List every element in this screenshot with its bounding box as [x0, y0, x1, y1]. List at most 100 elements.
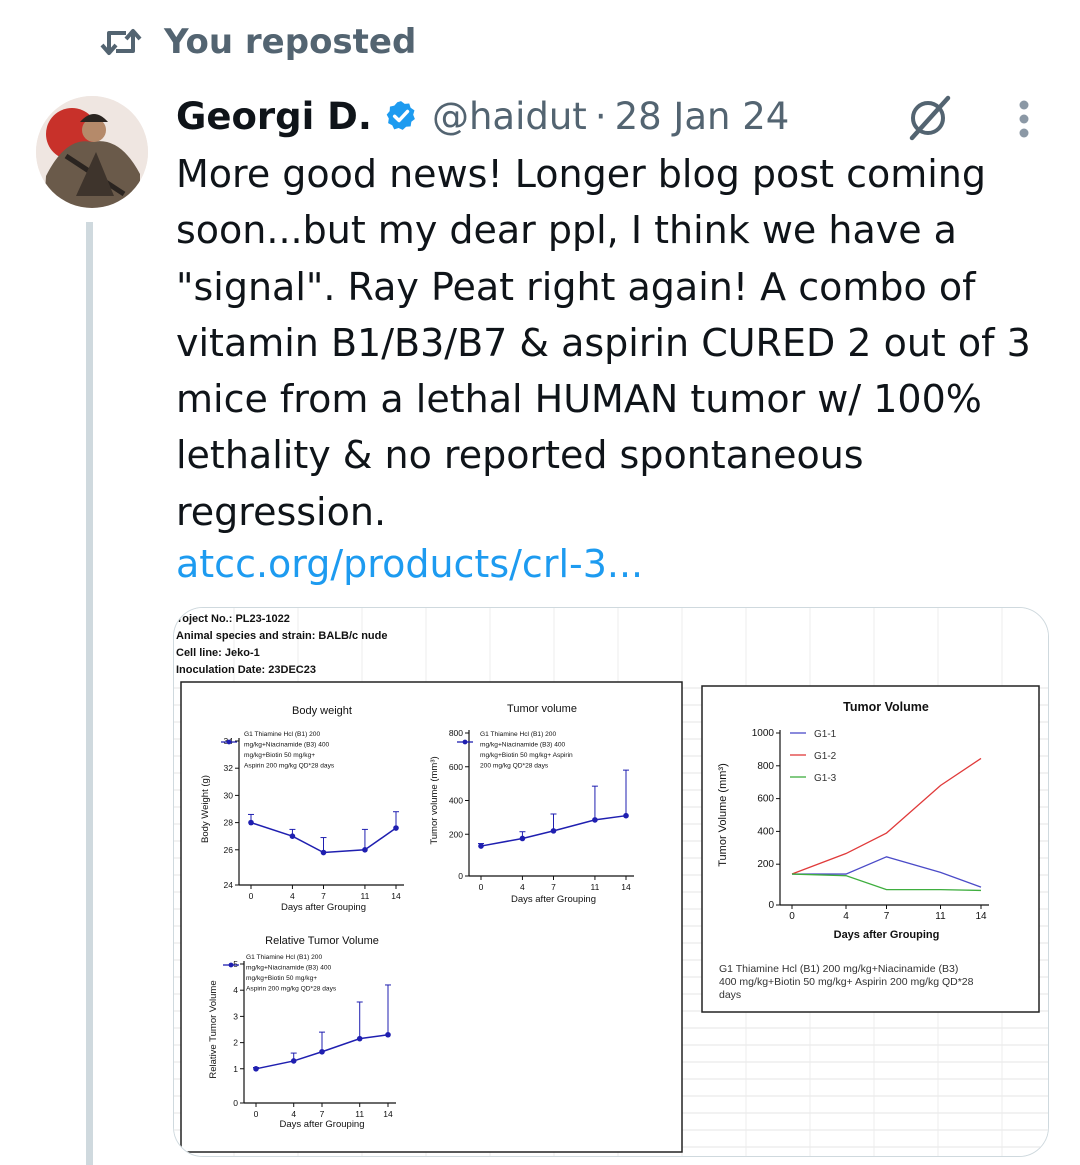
y-tick-label: 800	[449, 728, 463, 738]
avatar[interactable]	[36, 96, 148, 208]
data-point	[319, 1048, 325, 1055]
y-tick-label: 1	[233, 1064, 238, 1074]
data-point	[592, 817, 598, 823]
data-point	[362, 847, 368, 853]
x-tick-label: 14	[621, 882, 631, 892]
y-tick-label: 2	[233, 1038, 238, 1048]
y-tick-label: 32	[224, 763, 234, 773]
tweet-media-image[interactable]: roject No.: PL23-1022 Animal species and…	[173, 607, 1049, 1157]
y-tick-label: 800	[757, 761, 774, 772]
y-tick-label: 24	[224, 880, 234, 890]
author-handle[interactable]: @haidut	[431, 94, 587, 138]
y-tick-label: 0	[458, 871, 463, 881]
legend-marker-dot	[462, 739, 468, 745]
y-axis-label: Tumor volume (mm³)	[429, 756, 440, 844]
chart-1: Tumor volume 0 200 400 600 800 0 4 7 11 14 Days aft…	[429, 703, 634, 905]
legend-text-line: Aspirin 200 mg/kg QD*28 days	[244, 763, 335, 770]
caption-line: 400 mg/kg+Biotin 50 mg/kg+ Aspirin 200 m…	[719, 976, 974, 988]
right-chart-panel	[701, 685, 1040, 1013]
x-tick-label: 4	[843, 911, 849, 922]
x-tick-label: 11	[935, 911, 946, 922]
repost-label: You reposted	[164, 22, 417, 62]
data-point	[623, 812, 629, 819]
data-point	[248, 819, 254, 826]
header-line-project: roject No.: PL23-1022	[178, 613, 290, 625]
series-line	[791, 873, 982, 892]
data-point	[393, 825, 399, 831]
legend-text-line: G1 Thiamine Hcl (B1) 200	[246, 954, 322, 961]
caption-line: G1 Thiamine Hcl (B1) 200 mg/kg+Niacinami…	[719, 963, 958, 975]
x-tick-label: 14	[975, 911, 987, 922]
x-tick-label: 11	[361, 891, 370, 901]
legend-marker-dot	[226, 739, 232, 745]
chart-0: Body weight2426283032340471114Days after…	[200, 705, 404, 913]
legend-text-line: Aspirin 200 mg/kg QD*28 days	[246, 986, 337, 993]
y-tick-label: 600	[757, 794, 774, 805]
x-axis-label: Days after Grouping	[281, 902, 366, 913]
legend-label: G1-2	[814, 751, 837, 762]
legend-text-line: G1 Thiamine Hcl (B1) 200	[244, 731, 320, 738]
author-name[interactable]: Georgi D.	[176, 94, 372, 138]
tweet-link[interactable]: atcc.org/products/crl-3...	[176, 542, 644, 586]
legend-text-line: mg/kg+Biotin 50 mg/kg+	[246, 975, 317, 982]
legend-text-line: mg/kg+Niacinamide (B3) 400	[480, 742, 566, 749]
data-point	[519, 835, 526, 842]
header-line-species: Animal species and strain: BALB/c nude	[176, 630, 388, 642]
data-point	[253, 1066, 259, 1072]
series-line	[792, 856, 982, 888]
y-axis-label: Body Weight (g)	[200, 775, 211, 843]
x-tick-label: 7	[884, 911, 890, 922]
x-tick-label: 7	[551, 882, 556, 892]
legend-label: G1-3	[814, 773, 837, 784]
more-options-icon[interactable]	[1014, 100, 1034, 144]
data-point	[290, 1058, 297, 1064]
data-point	[356, 1035, 363, 1042]
grok-icon[interactable]	[900, 92, 956, 148]
media-figure: roject No.: PL23-1022 Animal species and…	[174, 608, 1048, 1156]
tweet-date[interactable]: 28 Jan 24	[614, 94, 790, 138]
left-chart-panel	[180, 681, 683, 1153]
x-tick-label: 14	[391, 891, 401, 901]
legend-text-line: 200 mg/kg QD*28 days	[480, 763, 549, 770]
verified-badge-icon[interactable]	[384, 99, 418, 133]
x-tick-label: 0	[254, 1109, 259, 1119]
y-tick-label: 26	[224, 845, 234, 855]
x-tick-label: 7	[321, 891, 326, 901]
legend-text-line: mg/kg+Niacinamide (B3) 400	[244, 742, 330, 749]
caption-line: days	[719, 989, 741, 1001]
legend-text-line: mg/kg+Biotin 50 mg/kg+	[244, 752, 315, 759]
y-tick-label: 30	[224, 790, 234, 800]
legend-text-line: G1 Thiamine Hcl (B1) 200	[480, 731, 556, 738]
y-tick-label: 0	[768, 900, 774, 911]
x-tick-label: 4	[291, 1109, 296, 1119]
chart-title: Tumor volume	[507, 703, 577, 715]
repost-banner: You reposted	[100, 18, 416, 66]
data-point	[478, 843, 484, 849]
y-tick-label: 400	[449, 796, 463, 806]
data-point	[320, 849, 327, 856]
x-tick-label: 0	[479, 882, 484, 892]
x-tick-label: 4	[290, 891, 295, 901]
repost-icon	[100, 29, 142, 55]
avatar-image	[36, 96, 148, 208]
data-point	[289, 833, 296, 839]
legend-text-line: mg/kg+Niacinamide (B3) 400	[246, 965, 332, 972]
y-tick-label: 0	[233, 1098, 238, 1108]
x-tick-label: 7	[320, 1109, 325, 1119]
x-tick-label: 14	[383, 1109, 393, 1119]
y-tick-label: 28	[224, 818, 234, 828]
thread-line	[86, 222, 93, 1165]
y-tick-label: 1000	[752, 728, 775, 739]
header-line-date: Inoculation Date: 23DEC23	[176, 664, 316, 676]
header-line-cell: Cell line: Jeko-1	[176, 647, 260, 659]
chart-title: Tumor Volume	[843, 700, 929, 714]
x-tick-label: 11	[591, 882, 600, 892]
legend-label: G1-1	[814, 729, 837, 740]
series-line	[791, 757, 982, 875]
tweet-header: Georgi D. @haidut · 28 Jan 24	[176, 88, 789, 144]
legend-text-line: mg/kg+Biotin 50 mg/kg+ Aspirin	[480, 752, 573, 759]
y-axis-label: Tumor Volume (mm³)	[717, 763, 729, 867]
chart-title: Body weight	[292, 705, 352, 717]
x-axis-label: Days after Grouping	[279, 1119, 364, 1130]
x-tick-label: 0	[789, 911, 795, 922]
